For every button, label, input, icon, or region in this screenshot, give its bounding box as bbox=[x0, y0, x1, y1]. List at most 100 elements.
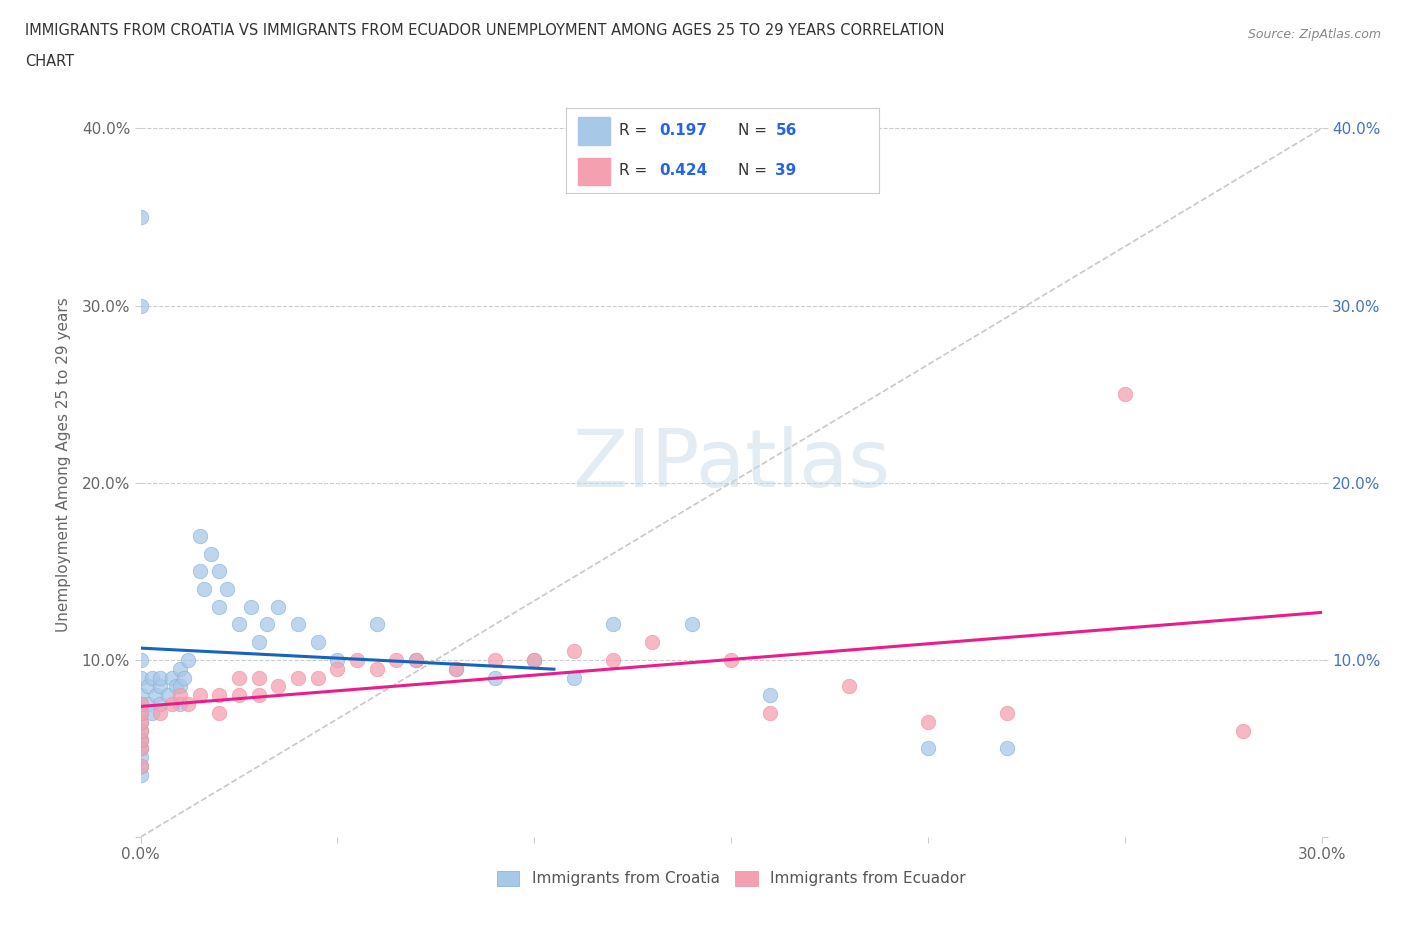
Point bbox=[177, 653, 200, 668]
Point bbox=[149, 671, 172, 685]
Point bbox=[759, 688, 782, 703]
Point bbox=[759, 706, 782, 721]
Point bbox=[917, 714, 939, 729]
Point bbox=[129, 697, 152, 711]
Point bbox=[267, 679, 290, 694]
Point bbox=[385, 653, 408, 668]
Point bbox=[838, 679, 860, 694]
Point bbox=[138, 679, 160, 694]
Point bbox=[247, 688, 270, 703]
Point bbox=[129, 759, 152, 774]
Point bbox=[228, 688, 250, 703]
Point bbox=[129, 671, 152, 685]
Point bbox=[157, 688, 180, 703]
Point bbox=[208, 564, 231, 578]
Point bbox=[129, 706, 152, 721]
Point bbox=[149, 679, 172, 694]
Point bbox=[405, 653, 427, 668]
Point bbox=[149, 706, 172, 721]
Point bbox=[129, 741, 152, 756]
Point bbox=[129, 209, 152, 224]
Point bbox=[208, 599, 231, 614]
Point bbox=[129, 767, 152, 782]
Point bbox=[444, 661, 467, 676]
Point bbox=[129, 724, 152, 738]
Point bbox=[160, 697, 183, 711]
Point bbox=[169, 688, 191, 703]
Point bbox=[917, 741, 939, 756]
Point bbox=[256, 617, 278, 631]
Point bbox=[1114, 387, 1136, 402]
Point bbox=[129, 759, 152, 774]
Point bbox=[138, 697, 160, 711]
Point bbox=[562, 644, 585, 658]
Point bbox=[160, 671, 183, 685]
Point bbox=[995, 706, 1018, 721]
Point bbox=[405, 653, 427, 668]
Point bbox=[129, 750, 152, 764]
Text: Source: ZipAtlas.com: Source: ZipAtlas.com bbox=[1247, 28, 1381, 41]
Point bbox=[149, 697, 172, 711]
Point bbox=[484, 653, 506, 668]
Point bbox=[129, 299, 152, 313]
Point bbox=[239, 599, 262, 614]
Point bbox=[287, 671, 309, 685]
Point bbox=[129, 706, 152, 721]
Point bbox=[562, 671, 585, 685]
Point bbox=[523, 653, 546, 668]
Point bbox=[129, 653, 152, 668]
Point bbox=[326, 653, 349, 668]
Point bbox=[173, 671, 195, 685]
Text: IMMIGRANTS FROM CROATIA VS IMMIGRANTS FROM ECUADOR UNEMPLOYMENT AMONG AGES 25 TO: IMMIGRANTS FROM CROATIA VS IMMIGRANTS FR… bbox=[25, 23, 945, 38]
Point bbox=[129, 697, 152, 711]
Point bbox=[200, 546, 222, 561]
Point bbox=[188, 688, 211, 703]
Point bbox=[145, 688, 167, 703]
Point bbox=[188, 564, 211, 578]
Text: CHART: CHART bbox=[25, 54, 75, 69]
Point bbox=[1232, 724, 1254, 738]
Point bbox=[228, 617, 250, 631]
Point bbox=[366, 661, 388, 676]
Point bbox=[602, 653, 624, 668]
Point bbox=[177, 697, 200, 711]
Point bbox=[141, 671, 163, 685]
Point bbox=[366, 617, 388, 631]
Point bbox=[129, 741, 152, 756]
Point bbox=[188, 528, 211, 543]
Point bbox=[267, 599, 290, 614]
Point bbox=[247, 671, 270, 685]
Point bbox=[287, 617, 309, 631]
Point bbox=[602, 617, 624, 631]
Point bbox=[326, 661, 349, 676]
Point bbox=[720, 653, 742, 668]
Point bbox=[228, 671, 250, 685]
Point bbox=[129, 724, 152, 738]
Point bbox=[169, 661, 191, 676]
Point bbox=[995, 741, 1018, 756]
Point bbox=[129, 688, 152, 703]
Point bbox=[217, 581, 239, 596]
Point bbox=[681, 617, 703, 631]
Point bbox=[346, 653, 368, 668]
Point bbox=[444, 661, 467, 676]
Point bbox=[484, 671, 506, 685]
Point bbox=[247, 634, 270, 649]
Point bbox=[523, 653, 546, 668]
Text: ZIPatlas: ZIPatlas bbox=[572, 426, 890, 504]
Point bbox=[641, 634, 664, 649]
Point bbox=[307, 634, 329, 649]
Point bbox=[208, 706, 231, 721]
Point bbox=[307, 671, 329, 685]
Point bbox=[129, 732, 152, 747]
Y-axis label: Unemployment Among Ages 25 to 29 years: Unemployment Among Ages 25 to 29 years bbox=[56, 298, 70, 632]
Point bbox=[129, 732, 152, 747]
Point bbox=[141, 706, 163, 721]
Point bbox=[129, 714, 152, 729]
Point bbox=[169, 679, 191, 694]
Point bbox=[208, 688, 231, 703]
Legend: Immigrants from Croatia, Immigrants from Ecuador: Immigrants from Croatia, Immigrants from… bbox=[491, 864, 972, 893]
Point bbox=[169, 697, 191, 711]
Point bbox=[165, 679, 187, 694]
Point bbox=[193, 581, 215, 596]
